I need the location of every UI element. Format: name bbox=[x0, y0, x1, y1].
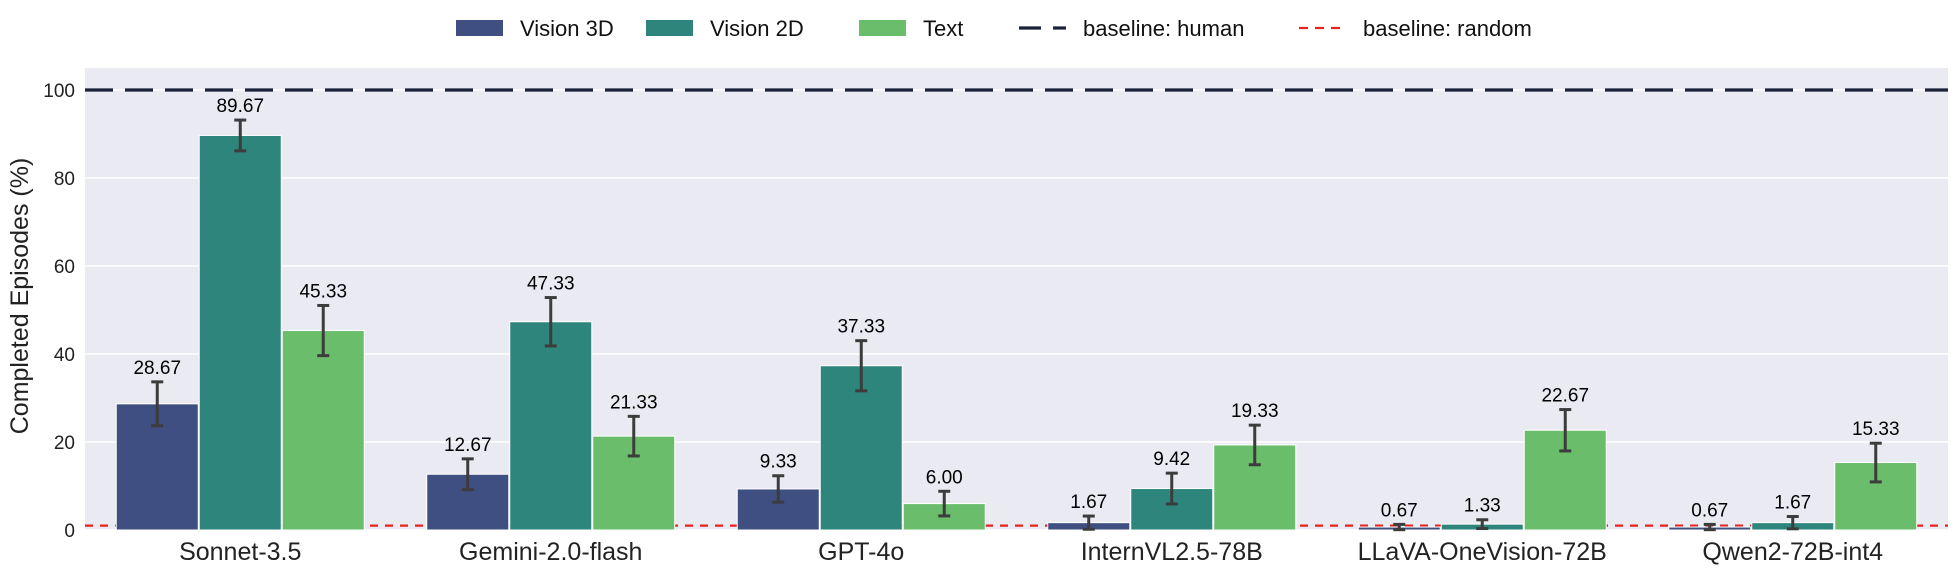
plot-background bbox=[85, 68, 1948, 530]
data-label: 9.42 bbox=[1153, 449, 1190, 470]
bar bbox=[819, 365, 903, 531]
y-axis-ticks: 0 20 40 60 80 100 bbox=[43, 81, 75, 542]
bar bbox=[281, 330, 365, 531]
legend-label: baseline: human bbox=[1083, 16, 1244, 41]
data-label: 28.67 bbox=[133, 358, 181, 379]
data-label: 21.33 bbox=[610, 392, 658, 413]
y-tick-label: 0 bbox=[64, 521, 75, 542]
legend-swatch bbox=[456, 20, 503, 36]
data-label: 0.67 bbox=[1381, 500, 1418, 521]
legend-label: Vision 2D bbox=[710, 16, 804, 41]
x-tick-label: LLaVA-OneVision-72B bbox=[1358, 538, 1607, 566]
x-tick-label: InternVL2.5-78B bbox=[1081, 538, 1263, 566]
data-label: 47.33 bbox=[527, 274, 575, 295]
legend-item[interactable]: Vision 2D bbox=[646, 16, 804, 41]
data-label: 19.33 bbox=[1231, 401, 1279, 422]
x-tick-label: Sonnet-3.5 bbox=[179, 538, 301, 566]
y-tick-label: 80 bbox=[54, 169, 75, 190]
data-label: 22.67 bbox=[1541, 386, 1589, 407]
legend-label: Text bbox=[923, 16, 963, 41]
bars bbox=[115, 134, 1918, 531]
data-label: 0.67 bbox=[1691, 500, 1728, 521]
data-label: 12.67 bbox=[444, 435, 492, 456]
plot-area bbox=[85, 68, 1948, 530]
data-label: 37.33 bbox=[837, 317, 885, 338]
x-axis-ticks: Sonnet-3.5 Gemini-2.0-flash GPT-4o InternVL… bbox=[179, 538, 1883, 566]
legend-label: baseline: random bbox=[1363, 16, 1532, 41]
data-label: 9.33 bbox=[760, 452, 797, 473]
x-tick-label: Gemini-2.0-flash bbox=[459, 538, 642, 566]
legend-item[interactable]: Vision 3D bbox=[456, 16, 614, 41]
y-axis-title: Completed Episodes (%) bbox=[6, 158, 34, 435]
data-label: 15.33 bbox=[1852, 419, 1900, 440]
data-label: 1.67 bbox=[1774, 492, 1811, 513]
x-tick-label: Qwen2-72B-int4 bbox=[1702, 538, 1883, 566]
data-label: 1.67 bbox=[1070, 492, 1107, 513]
value-labels: 28.67 89.67 45.33 12.67 47.33 21.33 9.33 37.33 6… bbox=[133, 96, 1899, 521]
error-bars bbox=[151, 118, 1882, 532]
legend-item[interactable]: Text bbox=[859, 16, 963, 41]
bar bbox=[509, 321, 593, 531]
legend-swatch bbox=[646, 20, 693, 36]
data-label: 89.67 bbox=[216, 96, 264, 117]
data-label: 6.00 bbox=[926, 467, 963, 488]
y-tick-label: 100 bbox=[43, 81, 75, 102]
legend-label: Vision 3D bbox=[520, 16, 614, 41]
x-tick-label: GPT-4o bbox=[818, 538, 904, 566]
bar bbox=[198, 134, 282, 531]
y-tick-label: 60 bbox=[54, 257, 75, 278]
data-label: 1.33 bbox=[1464, 496, 1501, 517]
data-label: 45.33 bbox=[299, 281, 347, 302]
legend-swatch bbox=[859, 20, 906, 36]
y-tick-label: 20 bbox=[54, 433, 75, 454]
legend[interactable]: Vision 3D Vision 2D Text baseline: human bas… bbox=[456, 16, 1532, 41]
y-tick-label: 40 bbox=[54, 345, 75, 366]
legend-item[interactable]: baseline: random bbox=[1299, 16, 1532, 41]
legend-item[interactable]: baseline: human bbox=[1019, 16, 1244, 41]
